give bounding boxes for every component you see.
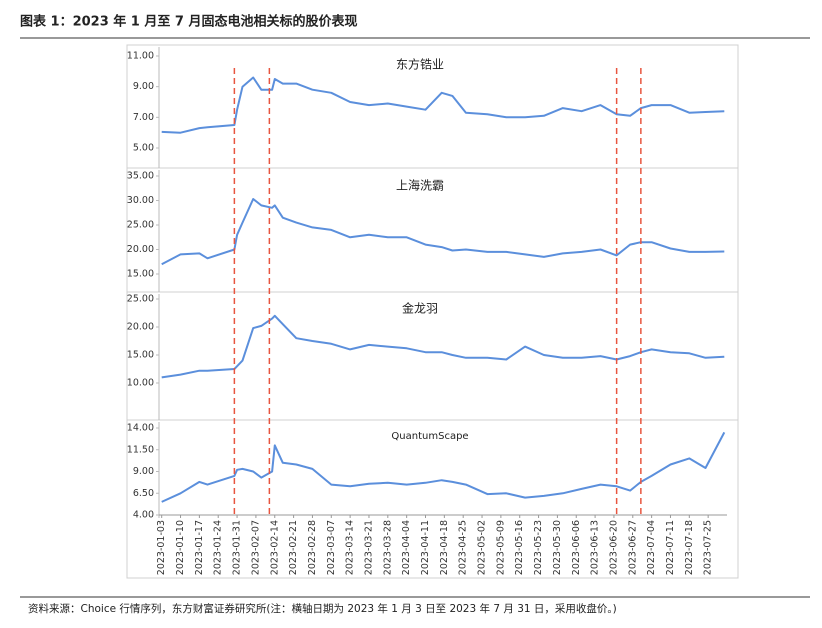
x-tick-label: 2023-05-02 (477, 520, 488, 575)
y-tick-label: 15.00 (127, 350, 154, 361)
x-tick-label: 2023-04-11 (420, 520, 431, 575)
y-tick-label: 30.00 (127, 195, 154, 206)
y-tick-label: 6.50 (133, 488, 154, 499)
price-line (161, 431, 726, 503)
series-label: 金龙羽 (402, 301, 438, 316)
y-tick-label: 11.00 (127, 51, 154, 62)
chart-title: 图表 1：2023 年 1 月至 7 月固态电池相关标的股价表现 (20, 14, 357, 30)
x-tick-label: 2023-06-27 (627, 520, 638, 575)
x-tick-label: 2023-01-10 (175, 520, 186, 575)
x-tick-label: 2023-07-18 (684, 520, 695, 575)
x-tick-label: 2023-05-30 (552, 520, 563, 575)
x-tick-label: 2023-01-24 (213, 520, 224, 575)
y-tick-label: 20.00 (127, 322, 154, 333)
x-tick-label: 2023-02-14 (269, 520, 280, 575)
x-tick-label: 2023-03-21 (363, 520, 374, 575)
series-label: QuantumScape (391, 431, 468, 442)
y-tick-label: 25.00 (127, 220, 154, 231)
y-tick-label: 4.00 (133, 510, 154, 521)
y-tick-label: 9.00 (133, 81, 154, 92)
price-line (161, 314, 725, 379)
x-tick-label: 2023-05-09 (495, 520, 506, 575)
price-line (161, 76, 725, 134)
y-tick-label: 5.00 (133, 143, 154, 154)
x-tick-label: 2023-01-31 (232, 520, 243, 575)
x-tick-label: 2023-03-28 (382, 520, 393, 575)
y-tick-label: 7.00 (133, 112, 154, 123)
x-tick-label: 2023-04-04 (401, 520, 412, 575)
x-tick-label: 2023-02-28 (307, 520, 318, 575)
x-tick-label: 2023-02-21 (288, 520, 299, 575)
y-tick-label: 20.00 (127, 244, 154, 255)
x-tick-label: 2023-05-23 (533, 520, 544, 575)
x-tick-label: 2023-03-07 (326, 520, 337, 575)
y-tick-label: 10.00 (127, 378, 154, 389)
y-tick-label: 11.50 (127, 444, 154, 455)
x-tick-label: 2023-05-16 (514, 520, 525, 575)
x-tick-label: 2023-07-11 (665, 520, 676, 575)
y-tick-label: 9.00 (133, 466, 154, 477)
x-tick-label: 2023-03-14 (345, 520, 356, 575)
x-tick-label: 2023-07-04 (646, 520, 657, 575)
y-tick-label: 35.00 (127, 171, 154, 182)
series-label: 上海洗霸 (396, 178, 444, 193)
x-tick-label: 2023-06-13 (590, 520, 601, 575)
y-tick-label: 15.00 (127, 269, 154, 280)
footnote: 资料来源：Choice 行情序列，东方财富证券研究所(注：横轴日期为 2023 … (28, 602, 617, 615)
x-tick-label: 2023-06-20 (608, 520, 619, 575)
x-tick-label: 2023-01-03 (156, 520, 167, 575)
x-tick-label: 2023-06-06 (571, 520, 582, 575)
x-tick-label: 2023-02-07 (250, 520, 261, 575)
x-tick-label: 2023-01-17 (194, 520, 205, 575)
y-tick-label: 25.00 (127, 294, 154, 305)
x-tick-label: 2023-04-18 (439, 520, 450, 575)
y-tick-label: 14.00 (127, 423, 154, 434)
series-label: 东方锆业 (396, 57, 444, 72)
price-line (161, 198, 725, 266)
chart-frame (126, 44, 739, 579)
x-tick-label: 2023-07-25 (703, 520, 714, 575)
x-tick-label: 2023-04-25 (458, 520, 469, 575)
